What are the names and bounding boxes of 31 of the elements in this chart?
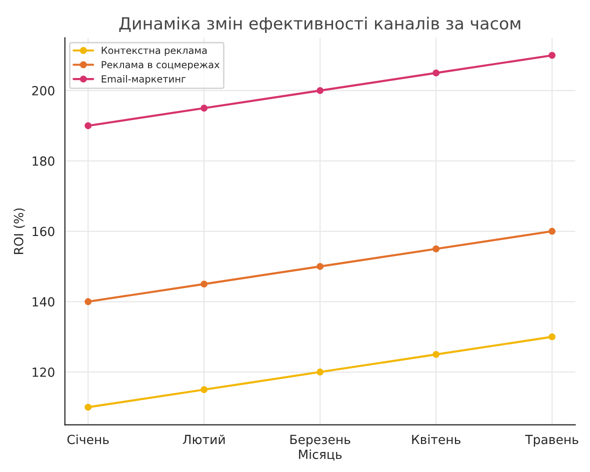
y-tick-label: 140 [32,297,54,307]
point [84,298,92,306]
x-tick-label: Травень [525,434,578,447]
chart-title: Динаміка змін ефективності каналів за часом [119,16,520,33]
legend-label: Контекстна реклама [102,46,207,56]
y-tick-label: 180 [32,156,54,166]
point [432,69,440,76]
point [316,368,324,376]
y-axis-title: ROI (%) [14,208,25,254]
legend-label: Реклама в соцмережах [102,61,220,70]
point [84,404,92,411]
point [316,87,324,94]
y-tick-label: 120 [32,367,54,377]
point [316,262,324,270]
point [200,386,208,394]
x-tick-label: Лютий [182,434,225,444]
point [548,333,556,340]
x-tick-label: Січень [67,434,109,444]
x-tick-label: Квітень [412,434,460,444]
legend-label: Email-маркетинг [102,75,186,84]
point [432,350,440,358]
point [200,280,208,288]
x-axis-title: Місяць [299,449,342,461]
point [200,104,208,112]
point [84,122,92,130]
y-tick-label: 160 [32,226,54,236]
point [548,52,556,59]
point [432,245,440,252]
point [548,228,556,235]
x-tick-label: Березень [290,434,350,447]
y-tick-label: 200 [32,86,54,96]
